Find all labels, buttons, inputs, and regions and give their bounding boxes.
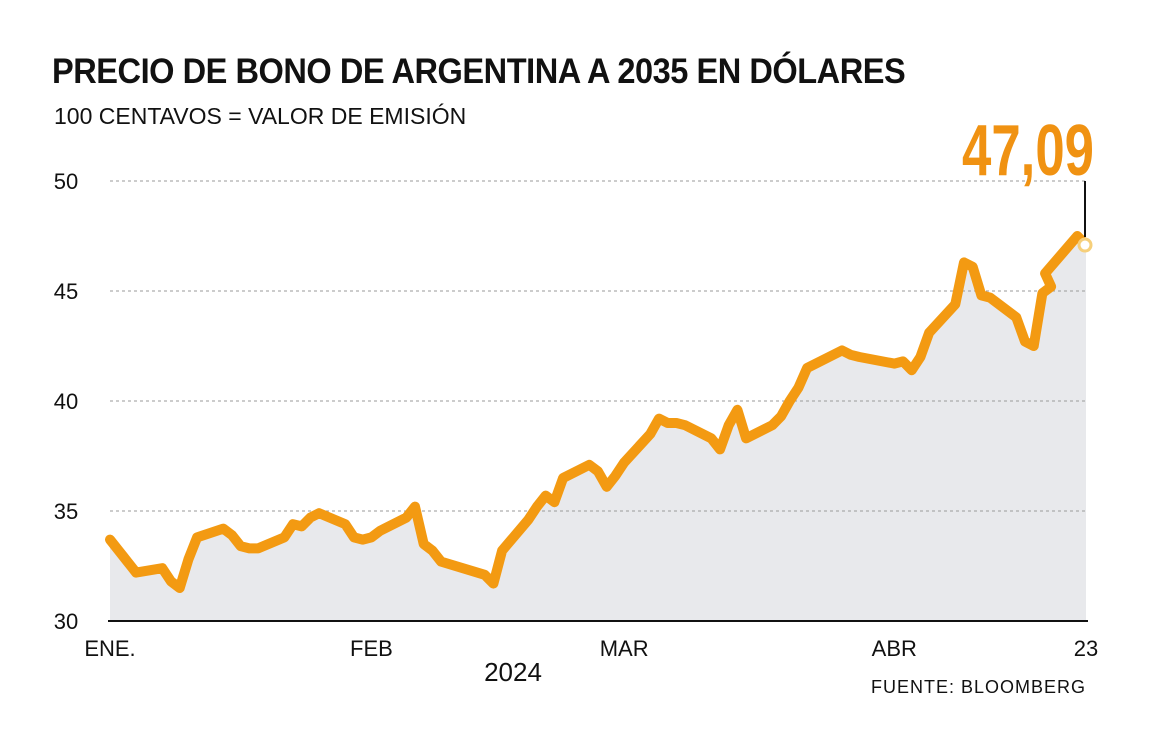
chart-subtitle: 100 CENTAVOS = VALOR DE EMISIÓN xyxy=(54,103,467,129)
y-tick-label: 40 xyxy=(54,389,78,414)
y-tick-label: 45 xyxy=(54,279,78,304)
y-tick-label: 30 xyxy=(54,609,78,634)
price-series-line xyxy=(105,231,1091,593)
x-axis-year-label: 2024 xyxy=(484,657,542,687)
axis-tick-labels: 30 35 40 45 50 ENE. FEB MAR ABR 23 xyxy=(54,169,1098,661)
x-tick-label: 23 xyxy=(1074,636,1098,661)
last-value-label: 47,09 xyxy=(962,111,1094,191)
source-label: FUENTE: BLOOMBERG xyxy=(871,677,1086,697)
chart-title: PRECIO DE BONO DE ARGENTINA A 2035 EN DÓ… xyxy=(52,52,906,91)
gridline-layer xyxy=(110,180,1086,512)
y-tick-label: 50 xyxy=(54,169,78,194)
x-tick-label: ENE. xyxy=(84,636,135,661)
area-fill xyxy=(110,236,1086,621)
last-value-marker xyxy=(1077,237,1093,253)
x-tick-label: MAR xyxy=(600,636,649,661)
y-tick-label: 35 xyxy=(54,499,78,524)
x-tick-label: ABR xyxy=(872,636,917,661)
x-tick-label: FEB xyxy=(350,636,393,661)
